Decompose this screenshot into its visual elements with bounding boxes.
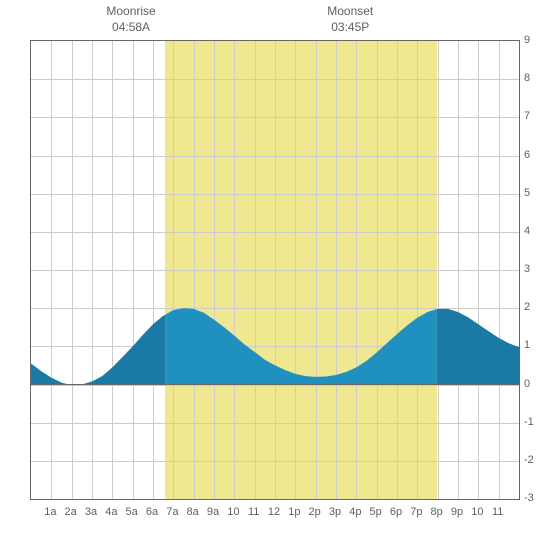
x-tick: 12 (268, 506, 280, 518)
y-tick: 1 (524, 339, 549, 351)
x-tick: 11 (248, 506, 259, 518)
y-tick: 0 (524, 378, 549, 390)
y-tick: 5 (524, 187, 549, 199)
x-tick: 10 (471, 506, 483, 518)
x-tick: 5p (370, 506, 382, 518)
x-tick: 8p (431, 506, 443, 518)
y-tick: 8 (524, 72, 549, 84)
y-tick: 7 (524, 110, 549, 122)
x-tick: 2p (309, 506, 321, 518)
x-tick: 4p (349, 506, 361, 518)
x-tick: 7p (410, 506, 422, 518)
y-tick: -1 (524, 416, 549, 428)
x-tick: 9p (451, 506, 463, 518)
y-tick: 2 (524, 301, 549, 313)
moonrise-time: 04:58A (112, 20, 150, 34)
x-tick: 5a (126, 506, 138, 518)
x-tick: 7a (166, 506, 178, 518)
x-tick: 9a (207, 506, 219, 518)
moonset-title: Moonset (327, 4, 373, 18)
x-tick: 4a (105, 506, 117, 518)
x-tick: 2a (65, 506, 77, 518)
x-tick: 10 (227, 506, 239, 518)
moonset-time: 03:45P (331, 20, 369, 34)
x-tick: 3p (329, 506, 341, 518)
y-tick: 6 (524, 149, 549, 161)
x-tick: 8a (187, 506, 199, 518)
moonrise-title: Moonrise (106, 4, 155, 18)
plot-area (30, 40, 520, 500)
chart-header: Moonrise 04:58A Moonset 03:45P (0, 0, 550, 40)
y-tick: -3 (524, 492, 549, 504)
x-tick: 6a (146, 506, 158, 518)
y-tick: -2 (524, 454, 549, 466)
x-tick: 3a (85, 506, 97, 518)
moonset-label: Moonset 03:45P (320, 4, 380, 35)
x-tick: 6p (390, 506, 402, 518)
x-tick: 1p (288, 506, 300, 518)
y-tick: 9 (524, 34, 549, 46)
x-tick: 1a (44, 506, 56, 518)
moonrise-label: Moonrise 04:58A (101, 4, 161, 35)
x-tick: 11 (492, 506, 503, 518)
y-tick: 3 (524, 263, 549, 275)
tide-curve (31, 41, 519, 499)
tide-chart: Moonrise 04:58A Moonset 03:45P -3-2-1012… (0, 0, 550, 550)
y-tick: 4 (524, 225, 549, 237)
